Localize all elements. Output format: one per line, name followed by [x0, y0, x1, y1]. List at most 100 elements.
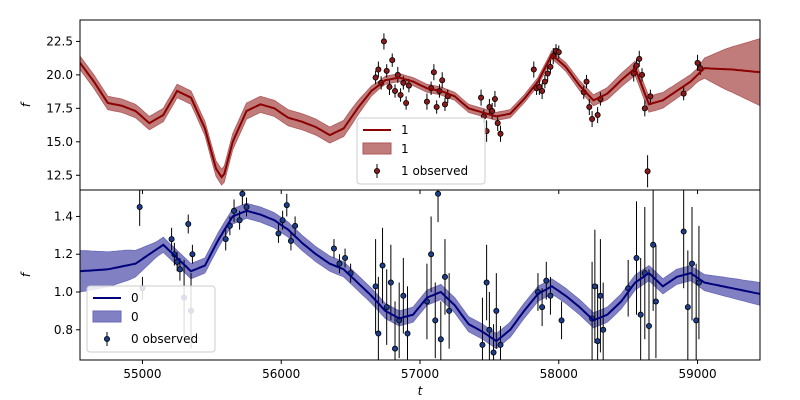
y-tick-label: 20.0: [46, 68, 73, 82]
observed-point: [684, 304, 691, 311]
observed-point: [493, 307, 500, 314]
top-panel: 12.5 15.0 17.5 20.0 22.5 f 1 1 1 observed: [19, 19, 761, 194]
legend-box: [356, 117, 486, 185]
legend-label: 1 observed: [401, 164, 468, 178]
observed-point: [403, 99, 410, 106]
observed-point: [639, 71, 646, 78]
observed-point: [231, 207, 238, 214]
observed-point: [379, 262, 386, 269]
observed-point: [539, 304, 546, 311]
observed-point: [189, 251, 196, 258]
observed-point: [637, 311, 644, 318]
observed-point: [486, 104, 493, 111]
observed-point: [633, 254, 640, 261]
observed-point: [430, 69, 437, 76]
observed-point: [330, 245, 337, 252]
observed-point: [439, 77, 446, 84]
y-tick-label: 22.5: [46, 34, 73, 48]
observed-point: [283, 202, 290, 209]
observed-point: [400, 292, 407, 299]
y-axis-label: f: [19, 271, 33, 277]
y-tick-label: 1.4: [54, 209, 73, 223]
bottom-panel: 0.8 1.0 1.2 1.4 f 55000 56000 57000 58000 59000 t 0…: [19, 189, 761, 398]
observed-point: [693, 317, 700, 324]
y-tick-label: 1.0: [54, 285, 73, 299]
x-tick-label: 59000: [678, 367, 716, 381]
observed-point: [287, 237, 294, 244]
observed-point: [650, 241, 657, 248]
observed-point: [600, 326, 607, 333]
legend-point-swatch: [104, 335, 111, 342]
observed-point: [694, 59, 701, 66]
observed-point: [397, 91, 404, 98]
y-tick-label: 15.0: [46, 135, 73, 149]
observed-point: [645, 322, 652, 329]
observed-point: [441, 273, 448, 280]
observed-point: [539, 87, 546, 94]
observed-point: [389, 57, 396, 64]
observed-point: [372, 283, 379, 290]
legend-band-swatch: [92, 310, 122, 323]
legend-box: [86, 285, 216, 353]
observed-point: [342, 254, 349, 261]
legend-label: 0: [131, 291, 139, 305]
observed-point: [558, 317, 565, 324]
x-tick-label: 56000: [262, 367, 300, 381]
observed-point: [176, 266, 183, 273]
observed-point: [372, 74, 379, 81]
observed-point: [497, 341, 504, 348]
observed-point: [433, 104, 440, 111]
legend-band-swatch: [362, 142, 392, 155]
mean-line: [80, 53, 760, 179]
observed-point: [583, 78, 590, 85]
observed-point: [644, 168, 651, 175]
observed-point: [680, 90, 687, 97]
observed-point: [168, 236, 175, 243]
observed-point: [494, 120, 501, 127]
observed-point: [479, 341, 486, 348]
legend-label: 1: [401, 123, 409, 137]
observed-point: [536, 83, 543, 90]
x-axis-label: t: [418, 384, 424, 398]
observed-point: [680, 228, 687, 235]
observed-point: [375, 66, 382, 73]
observed-point: [530, 66, 537, 73]
observed-point: [380, 38, 387, 45]
observed-point: [383, 304, 390, 311]
observed-point: [446, 307, 453, 314]
observed-point: [136, 203, 143, 210]
observed-point: [547, 63, 554, 70]
observed-point: [279, 217, 286, 224]
observed-point: [375, 330, 382, 337]
observed-point: [541, 78, 548, 85]
observed-point: [486, 326, 493, 333]
observed-point: [483, 279, 490, 286]
legend: 1 1 1 observed: [356, 117, 486, 185]
observed-point: [383, 67, 390, 74]
observed-point: [392, 87, 399, 94]
observed-point: [547, 292, 554, 299]
observed-point: [689, 260, 696, 267]
legend-label: 0: [131, 310, 139, 324]
observed-point: [594, 338, 601, 345]
observed-point: [647, 93, 654, 100]
legend-label: 1: [401, 142, 409, 156]
observed-point: [405, 82, 412, 89]
observed-point: [404, 330, 411, 337]
observed-point: [400, 79, 407, 86]
observed-point: [423, 98, 430, 105]
observed-point: [641, 105, 648, 112]
observed-point: [435, 190, 442, 197]
uncertainty-band: [80, 202, 760, 350]
observed-point: [491, 95, 498, 102]
observed-point: [478, 94, 485, 101]
observed-point: [441, 101, 448, 108]
observed-point: [652, 298, 659, 305]
observed-point: [239, 190, 246, 197]
observed-point: [497, 130, 504, 137]
observed-point: [236, 217, 243, 224]
observed-point: [591, 283, 598, 290]
observed-point: [428, 251, 435, 258]
observed-point: [489, 108, 496, 115]
